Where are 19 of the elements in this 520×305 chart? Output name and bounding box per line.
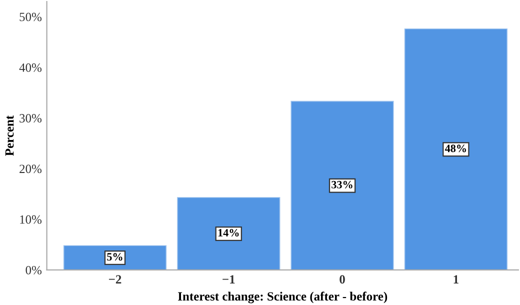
y-tick-label: 0% <box>26 266 42 274</box>
bar <box>290 100 394 270</box>
y-tick-label: 30% <box>20 114 42 122</box>
data-label: 48% <box>444 144 466 152</box>
y-tick-label: 50% <box>20 12 42 22</box>
x-tick-label: −2 <box>108 275 122 284</box>
x-tick-label: 0 <box>340 275 345 284</box>
x-tick-label: −1 <box>222 275 235 284</box>
y-tick-label: 20% <box>20 164 42 174</box>
data-label: 5% <box>107 253 122 261</box>
y-tick-label: 10% <box>20 215 42 224</box>
data-label: 33% <box>332 180 352 188</box>
x-axis-title: Interest change: Science (after - before) <box>178 292 388 304</box>
bar <box>177 197 280 270</box>
y-tick-label: 40% <box>19 63 42 72</box>
y-axis-title: Percent <box>5 115 14 156</box>
data-label: 14% <box>218 229 239 237</box>
x-tick-label: 1 <box>454 275 458 284</box>
bar <box>404 28 508 270</box>
